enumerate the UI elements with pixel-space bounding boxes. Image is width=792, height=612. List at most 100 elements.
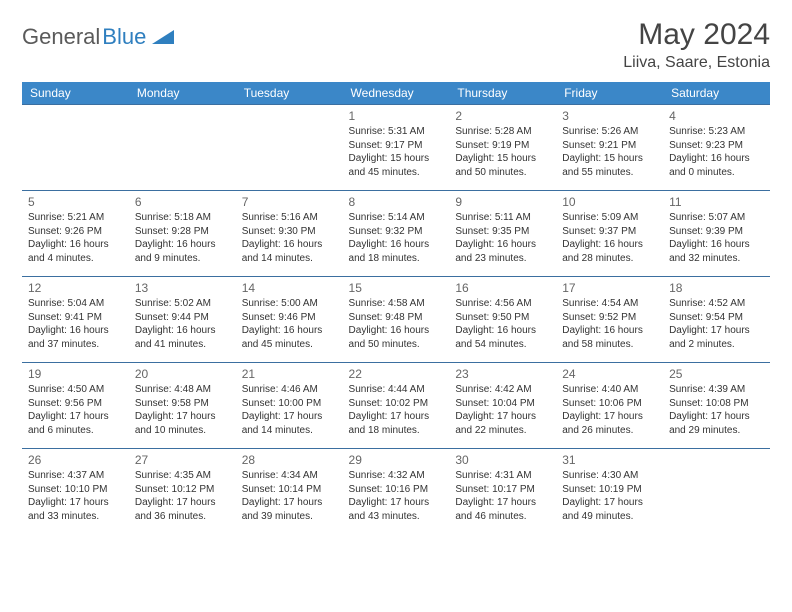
- day-number: 21: [242, 367, 337, 381]
- daylight-line: Daylight: 16 hours and 50 minutes.: [349, 324, 444, 351]
- calendar-cell: [663, 449, 770, 535]
- sunrise-line: Sunrise: 5:16 AM: [242, 211, 337, 225]
- sunrise-line: Sunrise: 5:04 AM: [28, 297, 123, 311]
- day-header: Tuesday: [236, 82, 343, 105]
- daylight-line: Daylight: 15 hours and 55 minutes.: [562, 152, 657, 179]
- day-details: Sunrise: 4:44 AMSunset: 10:02 PMDaylight…: [349, 383, 444, 437]
- sunrise-line: Sunrise: 5:26 AM: [562, 125, 657, 139]
- daylight-line: Daylight: 16 hours and 9 minutes.: [135, 238, 230, 265]
- day-number: 18: [669, 281, 764, 295]
- sunset-line: Sunset: 10:14 PM: [242, 483, 337, 497]
- day-details: Sunrise: 4:40 AMSunset: 10:06 PMDaylight…: [562, 383, 657, 437]
- daylight-line: Daylight: 17 hours and 14 minutes.: [242, 410, 337, 437]
- calendar-cell: 6 Sunrise: 5:18 AMSunset: 9:28 PMDaylight…: [129, 191, 236, 277]
- day-number: 29: [349, 453, 444, 467]
- day-number: 28: [242, 453, 337, 467]
- day-number: 2: [455, 109, 550, 123]
- daylight-line: Daylight: 17 hours and 39 minutes.: [242, 496, 337, 523]
- daylight-line: Daylight: 16 hours and 54 minutes.: [455, 324, 550, 351]
- sunset-line: Sunset: 9:17 PM: [349, 139, 444, 153]
- sunset-line: Sunset: 10:12 PM: [135, 483, 230, 497]
- day-details: Sunrise: 4:48 AMSunset: 9:58 PMDaylight:…: [135, 383, 230, 437]
- sunrise-line: Sunrise: 5:23 AM: [669, 125, 764, 139]
- daylight-line: Daylight: 16 hours and 58 minutes.: [562, 324, 657, 351]
- day-number: 6: [135, 195, 230, 209]
- sunset-line: Sunset: 10:06 PM: [562, 397, 657, 411]
- daylight-line: Daylight: 16 hours and 28 minutes.: [562, 238, 657, 265]
- calendar-cell: 17Sunrise: 4:54 AMSunset: 9:52 PMDayligh…: [556, 277, 663, 363]
- sunrise-line: Sunrise: 4:44 AM: [349, 383, 444, 397]
- day-header: Sunday: [22, 82, 129, 105]
- daylight-line: Daylight: 16 hours and 0 minutes.: [669, 152, 764, 179]
- day-details: Sunrise: 4:54 AMSunset: 9:52 PMDaylight:…: [562, 297, 657, 351]
- sunrise-line: Sunrise: 5:07 AM: [669, 211, 764, 225]
- daylight-line: Daylight: 17 hours and 6 minutes.: [28, 410, 123, 437]
- calendar-cell: 31Sunrise: 4:30 AMSunset: 10:19 PMDaylig…: [556, 449, 663, 535]
- sunset-line: Sunset: 9:23 PM: [669, 139, 764, 153]
- day-number: 30: [455, 453, 550, 467]
- sunset-line: Sunset: 9:37 PM: [562, 225, 657, 239]
- sunrise-line: Sunrise: 5:14 AM: [349, 211, 444, 225]
- sunset-line: Sunset: 9:54 PM: [669, 311, 764, 325]
- daylight-line: Daylight: 17 hours and 10 minutes.: [135, 410, 230, 437]
- day-details: Sunrise: 5:18 AMSunset: 9:28 PMDaylight:…: [135, 211, 230, 265]
- daylight-line: Daylight: 15 hours and 50 minutes.: [455, 152, 550, 179]
- daylight-line: Daylight: 17 hours and 18 minutes.: [349, 410, 444, 437]
- sunrise-line: Sunrise: 5:02 AM: [135, 297, 230, 311]
- sunrise-line: Sunrise: 4:40 AM: [562, 383, 657, 397]
- calendar-cell: 11Sunrise: 5:07 AMSunset: 9:39 PMDayligh…: [663, 191, 770, 277]
- daylight-line: Daylight: 17 hours and 2 minutes.: [669, 324, 764, 351]
- daylight-line: Daylight: 17 hours and 22 minutes.: [455, 410, 550, 437]
- day-details: Sunrise: 4:52 AMSunset: 9:54 PMDaylight:…: [669, 297, 764, 351]
- day-number: 8: [349, 195, 444, 209]
- calendar-cell: 24 Sunrise: 4:40 AMSunset: 10:06 PMDaylig…: [556, 363, 663, 449]
- sunset-line: Sunset: 10:16 PM: [349, 483, 444, 497]
- day-header: Monday: [129, 82, 236, 105]
- calendar-cell: 21Sunrise: 4:46 AMSunset: 10:00 PMDaylig…: [236, 363, 343, 449]
- daylight-line: Daylight: 17 hours and 29 minutes.: [669, 410, 764, 437]
- calendar-cell: 20 Sunrise: 4:48 AMSunset: 9:58 PMDayligh…: [129, 363, 236, 449]
- calendar-cell: 3Sunrise: 5:26 AMSunset: 9:21 PMDaylight…: [556, 105, 663, 191]
- day-number: 27: [135, 453, 230, 467]
- sunset-line: Sunset: 10:10 PM: [28, 483, 123, 497]
- calendar-body: 1Sunrise: 5:31 AMSunset: 9:17 PMDaylight…: [22, 105, 770, 535]
- calendar-cell: 22Sunrise: 4:44 AMSunset: 10:02 PMDaylig…: [343, 363, 450, 449]
- logo-text-b: Blue: [102, 24, 146, 50]
- sunrise-line: Sunrise: 5:11 AM: [455, 211, 550, 225]
- day-number: 14: [242, 281, 337, 295]
- daylight-line: Daylight: 16 hours and 41 minutes.: [135, 324, 230, 351]
- day-details: Sunrise: 5:26 AMSunset: 9:21 PMDaylight:…: [562, 125, 657, 179]
- sunrise-line: Sunrise: 4:48 AM: [135, 383, 230, 397]
- day-header: Wednesday: [343, 82, 450, 105]
- calendar-cell: 2Sunrise: 5:28 AMSunset: 9:19 PMDaylight…: [449, 105, 556, 191]
- day-details: Sunrise: 5:21 AMSunset: 9:26 PMDaylight:…: [28, 211, 123, 265]
- day-number: 24: [562, 367, 657, 381]
- sunset-line: Sunset: 9:52 PM: [562, 311, 657, 325]
- header: GeneralBlue May 2024 Liiva, Saare, Eston…: [22, 18, 770, 72]
- daylight-line: Daylight: 16 hours and 14 minutes.: [242, 238, 337, 265]
- day-number: 11: [669, 195, 764, 209]
- calendar-header-row: SundayMondayTuesdayWednesdayThursdayFrid…: [22, 82, 770, 105]
- day-number: 12: [28, 281, 123, 295]
- calendar-cell: 9Sunrise: 5:11 AMSunset: 9:35 PMDaylight…: [449, 191, 556, 277]
- sunset-line: Sunset: 9:56 PM: [28, 397, 123, 411]
- sunset-line: Sunset: 10:17 PM: [455, 483, 550, 497]
- calendar-week-row: 5Sunrise: 5:21 AMSunset: 9:26 PMDaylight…: [22, 191, 770, 277]
- calendar-cell: [236, 105, 343, 191]
- month-title: May 2024: [623, 18, 770, 52]
- sunrise-line: Sunrise: 4:52 AM: [669, 297, 764, 311]
- location: Liiva, Saare, Estonia: [623, 54, 770, 72]
- sunrise-line: Sunrise: 5:00 AM: [242, 297, 337, 311]
- sunrise-line: Sunrise: 4:50 AM: [28, 383, 123, 397]
- day-details: Sunrise: 4:34 AMSunset: 10:14 PMDaylight…: [242, 469, 337, 523]
- calendar-cell: 23Sunrise: 4:42 AMSunset: 10:04 PMDaylig…: [449, 363, 556, 449]
- sunrise-line: Sunrise: 4:37 AM: [28, 469, 123, 483]
- day-number: 20: [135, 367, 230, 381]
- sunrise-line: Sunrise: 5:21 AM: [28, 211, 123, 225]
- day-details: Sunrise: 4:31 AMSunset: 10:17 PMDaylight…: [455, 469, 550, 523]
- daylight-line: Daylight: 16 hours and 45 minutes.: [242, 324, 337, 351]
- sunrise-line: Sunrise: 4:35 AM: [135, 469, 230, 483]
- daylight-line: Daylight: 15 hours and 45 minutes.: [349, 152, 444, 179]
- day-details: Sunrise: 4:35 AMSunset: 10:12 PMDaylight…: [135, 469, 230, 523]
- logo-triangle-icon: [152, 24, 174, 50]
